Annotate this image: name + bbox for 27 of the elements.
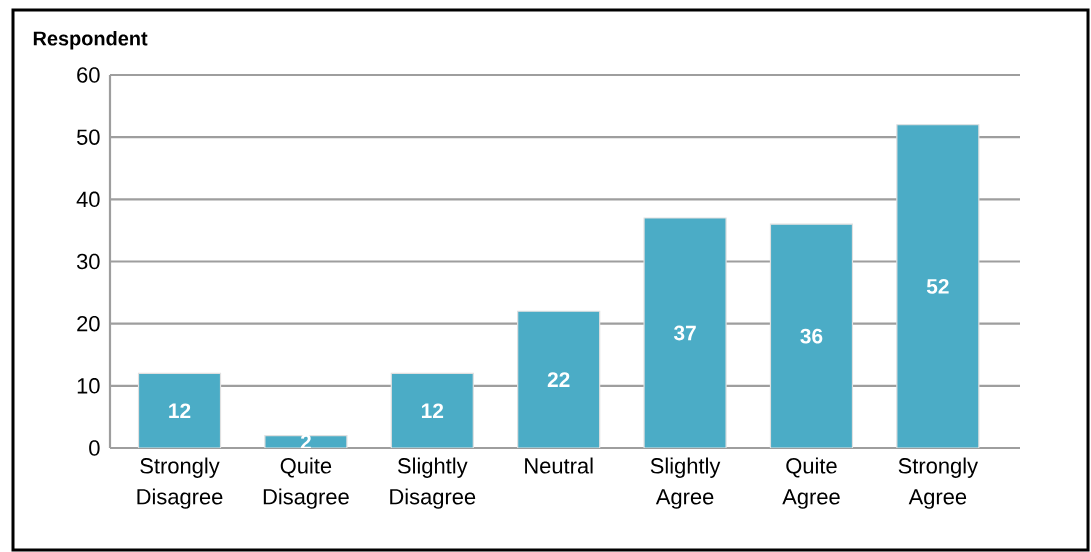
y-tick-label: 10 <box>77 378 100 394</box>
data-label: 37 <box>673 325 696 341</box>
bar <box>896 124 980 448</box>
bar <box>770 224 853 448</box>
x-tick-label: Strongly Agree <box>898 457 978 509</box>
data-label: 12 <box>421 403 444 418</box>
x-tick-label: Strongly Disagree <box>137 457 223 509</box>
data-label: 12 <box>169 403 191 418</box>
bar <box>644 217 727 448</box>
y-tick-label: 50 <box>76 129 100 145</box>
y-tick-label: 40 <box>76 191 100 208</box>
data-label: 36 <box>800 328 823 344</box>
x-tick-label: Quite Agree <box>782 457 840 509</box>
x-tick-label: Slightly Disagree <box>390 457 476 509</box>
y-tick-label: 20 <box>77 315 100 332</box>
x-tick-label: Quite Disagree <box>263 457 349 509</box>
bar <box>138 373 221 448</box>
bar <box>517 311 600 448</box>
data-label: 52 <box>926 278 949 294</box>
y-tick-label: 60 <box>77 67 100 83</box>
y-axis-title: Respondent <box>33 30 148 50</box>
x-tick-label: Slightly Agree <box>650 457 721 509</box>
data-label: 22 <box>547 372 570 387</box>
y-tick-label: 0 <box>89 440 100 456</box>
bar <box>391 373 474 448</box>
x-tick-label: Neutral <box>525 457 593 474</box>
y-tick-label: 30 <box>76 253 100 270</box>
